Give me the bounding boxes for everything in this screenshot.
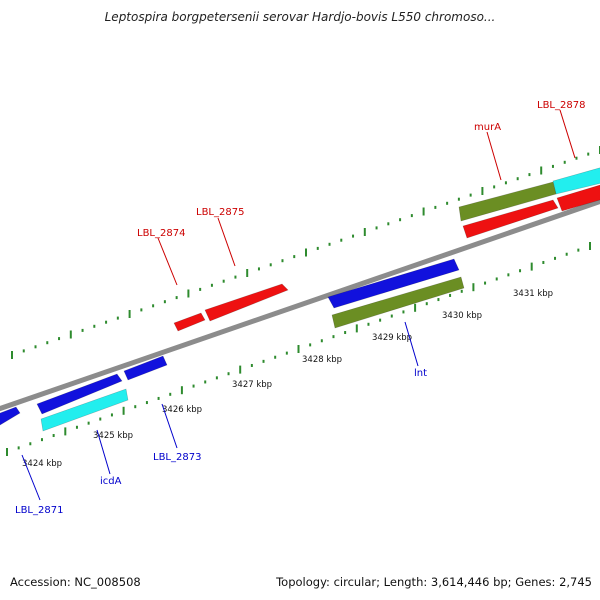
leader-LBL_2871 <box>21 454 41 501</box>
gene-label-LBL_2875[interactable]: LBL_2875 <box>196 207 244 218</box>
gene-feature-LBL_2878[interactable] <box>556 182 600 212</box>
gene-feature-LBL_2873[interactable] <box>123 355 168 381</box>
ruler-label-3430: 3430 kbp <box>442 311 482 321</box>
leader-murA <box>486 131 502 181</box>
ruler-label-3427: 3427 kbp <box>232 380 272 390</box>
gene-feature-icdA-strand[interactable] <box>36 373 123 415</box>
ruler-label-3424: 3424 kbp <box>22 459 62 469</box>
ruler-label-3428: 3428 kbp <box>302 355 342 365</box>
gene-label-LBL_2874[interactable]: LBL_2874 <box>137 228 185 239</box>
gene-feature-lnt[interactable] <box>331 276 465 329</box>
label-leaders <box>21 109 576 501</box>
gene-feature-LBL_2871[interactable] <box>0 406 21 428</box>
gene-feature-lnt-strand[interactable] <box>327 258 460 309</box>
gene-labels: LBL_2874 LBL_2875 murA LBL_2878 LBL_2871… <box>15 100 585 516</box>
gene-feature-olive-top[interactable] <box>458 181 557 222</box>
gene-feature-murA[interactable] <box>462 199 559 239</box>
gene-label-LBL_2871[interactable]: LBL_2871 <box>15 505 63 516</box>
gene-feature-cyan-right[interactable] <box>552 165 600 195</box>
leader-LBL_2875 <box>217 217 236 267</box>
ruler-ticks-bottom <box>6 242 591 456</box>
chromosome-backbone <box>0 198 600 412</box>
gene-feature-LBL_2874[interactable] <box>173 312 206 332</box>
gene-label-lnt[interactable]: lnt <box>414 368 427 379</box>
ruler-labels: 3424 kbp 3425 kbp 3426 kbp 3427 kbp 3428… <box>22 289 553 469</box>
gene-label-LBL_2873[interactable]: LBL_2873 <box>153 452 201 463</box>
gene-features <box>0 165 600 432</box>
gene-label-icdA[interactable]: icdA <box>100 476 122 487</box>
ruler-label-3426: 3426 kbp <box>162 405 202 415</box>
ruler-label-3425: 3425 kbp <box>93 431 133 441</box>
leader-lnt <box>404 321 419 367</box>
gene-label-murA[interactable]: murA <box>474 122 501 133</box>
leader-icdA <box>96 429 111 475</box>
ruler-ticks-top <box>11 146 600 359</box>
leader-LBL_2878 <box>559 109 576 159</box>
leader-LBL_2874 <box>157 237 178 286</box>
accession-text: Accession: NC_008508 <box>10 575 141 589</box>
gene-feature-icdA[interactable] <box>40 388 129 432</box>
map-title: Leptospira borgpetersenii serovar Hardjo… <box>104 10 496 24</box>
ruler-label-3429: 3429 kbp <box>372 333 412 343</box>
leader-LBL_2873 <box>161 403 178 449</box>
genome-summary-text: Topology: circular; Length: 3,614,446 bp… <box>276 575 592 589</box>
gene-label-LBL_2878[interactable]: LBL_2878 <box>537 100 585 111</box>
ruler-label-3431: 3431 kbp <box>513 289 553 299</box>
gene-feature-LBL_2875[interactable] <box>204 283 289 322</box>
